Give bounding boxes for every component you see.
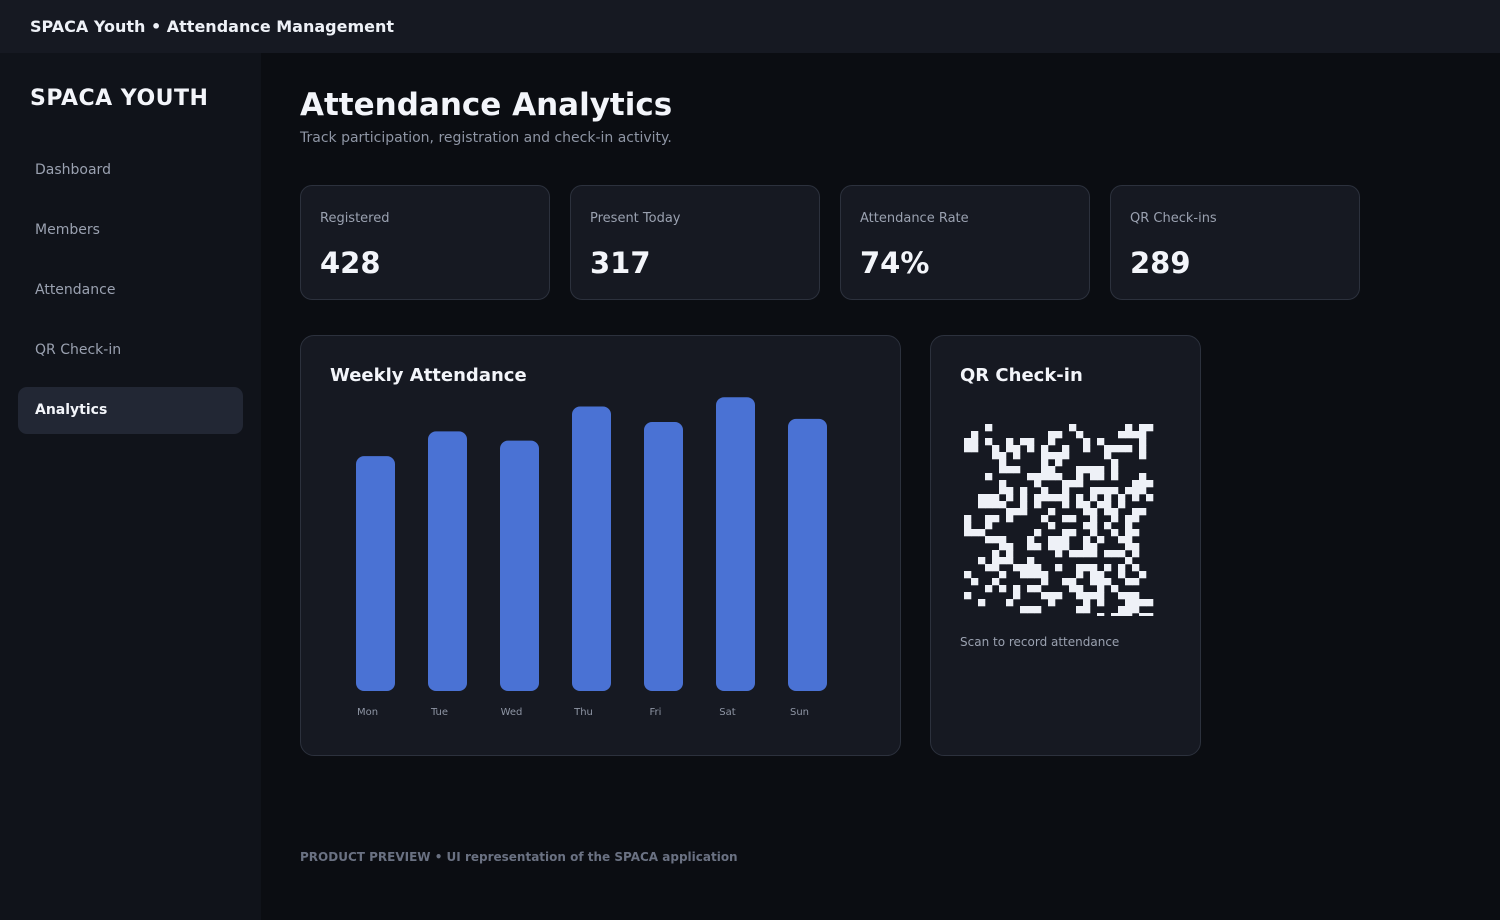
- x-tick-label: Sun: [790, 707, 809, 718]
- x-tick-label: Sat: [719, 707, 735, 718]
- top-bar: SPACA Youth • Attendance Management: [0, 0, 1500, 53]
- stat-card-qr-check-ins: QR Check-ins 289: [1110, 185, 1360, 300]
- bar-sun: [788, 418, 827, 691]
- weekly-attendance-title: Weekly Attendance: [330, 365, 527, 386]
- stat-card-attendance-rate: Attendance Rate 74%: [840, 185, 1090, 300]
- stat-label: QR Check-ins: [1130, 211, 1217, 226]
- brand-logo-text: SPACA YOUTH: [30, 86, 209, 111]
- qr-check-in-title: QR Check-in: [960, 365, 1083, 386]
- x-tick-label: Wed: [501, 707, 523, 718]
- bar-tue: [428, 431, 467, 691]
- stat-label: Present Today: [590, 211, 681, 226]
- qr-check-in-panel: QR Check-in Scan to record attendance: [930, 335, 1201, 756]
- page-subtitle: Track participation, registration and ch…: [300, 130, 672, 146]
- x-tick-label: Fri: [650, 707, 662, 718]
- bar-mon: [356, 456, 395, 691]
- sidebar: SPACA YOUTH Dashboard Members Attendance…: [0, 53, 261, 920]
- bar-thu: [572, 406, 611, 691]
- weekly-attendance-chart: Mon Tue Wed Thu Fri Sat Sun: [356, 397, 827, 718]
- stat-card-present-today: Present Today 317: [570, 185, 820, 300]
- bar-wed: [500, 440, 539, 691]
- x-tick-label: Tue: [430, 707, 448, 718]
- sidebar-item-analytics[interactable]: Analytics: [18, 387, 243, 434]
- stat-value: 74%: [860, 246, 930, 280]
- x-tick-label: Mon: [357, 707, 378, 718]
- stat-label: Attendance Rate: [860, 211, 969, 226]
- stat-card-registered: Registered 428: [300, 185, 550, 300]
- footer-note: PRODUCT PREVIEW • UI representation of t…: [300, 850, 738, 864]
- stat-value: 428: [320, 246, 381, 280]
- stat-value: 317: [590, 246, 651, 280]
- sidebar-item-members[interactable]: Members: [35, 222, 100, 238]
- sidebar-item-dashboard[interactable]: Dashboard: [35, 162, 111, 178]
- qr-caption: Scan to record attendance: [960, 635, 1120, 649]
- weekly-attendance-panel: Weekly Attendance Mon Tue Wed Thu Fri Sat Sun: [300, 335, 901, 756]
- sidebar-item-attendance[interactable]: Attendance: [35, 282, 116, 298]
- x-tick-label: Thu: [573, 707, 593, 718]
- bar-sat: [716, 397, 755, 691]
- page-title: Attendance Analytics: [300, 87, 673, 123]
- qr-code-icon[interactable]: [964, 424, 1156, 616]
- bar-fri: [644, 422, 683, 691]
- stat-value: 289: [1130, 246, 1191, 280]
- stat-label: Registered: [320, 211, 390, 226]
- app-title: SPACA Youth • Attendance Management: [30, 17, 395, 36]
- sidebar-item-qr-check-in[interactable]: QR Check-in: [35, 342, 122, 358]
